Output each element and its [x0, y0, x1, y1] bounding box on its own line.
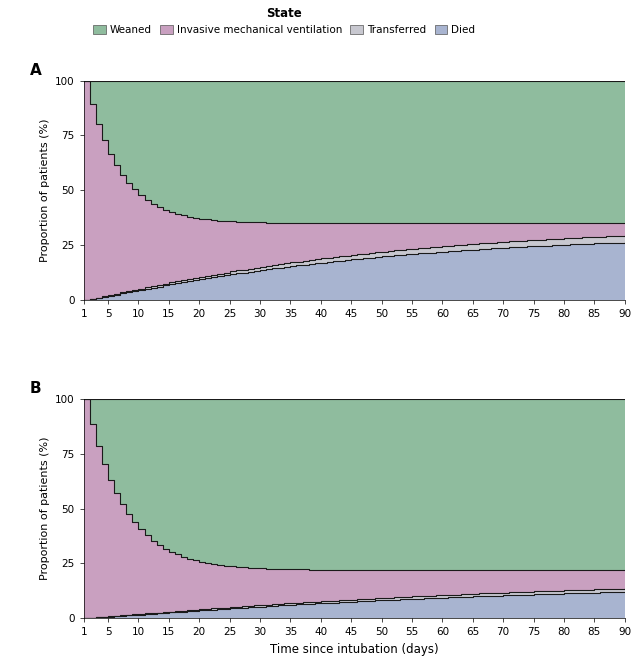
Legend: Weaned, Invasive mechanical ventilation, Transferred, Died: Weaned, Invasive mechanical ventilation,…: [89, 3, 479, 39]
Y-axis label: Proportion of patients (%): Proportion of patients (%): [39, 118, 50, 262]
Text: B: B: [30, 381, 41, 396]
Text: A: A: [30, 63, 41, 78]
X-axis label: Time since intubation (days): Time since intubation (days): [270, 643, 439, 656]
Y-axis label: Proportion of patients (%): Proportion of patients (%): [39, 437, 50, 581]
